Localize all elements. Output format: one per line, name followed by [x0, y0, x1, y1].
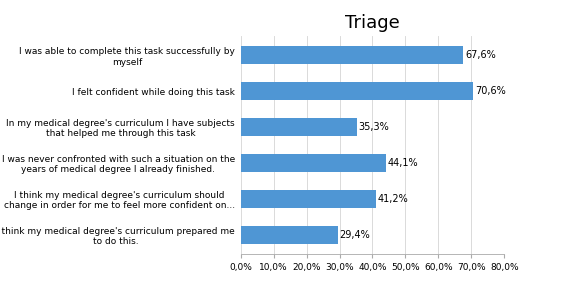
Bar [241, 190, 376, 208]
Bar [241, 118, 357, 136]
Text: 44,1%: 44,1% [387, 158, 418, 168]
Bar [241, 225, 337, 244]
Bar [241, 46, 464, 65]
Text: 70,6%: 70,6% [475, 86, 505, 96]
Title: Triage: Triage [345, 13, 400, 32]
Text: 35,3%: 35,3% [359, 122, 390, 132]
Text: 67,6%: 67,6% [465, 50, 496, 60]
Text: 41,2%: 41,2% [378, 194, 409, 204]
Text: 29,4%: 29,4% [339, 230, 370, 240]
Bar [241, 82, 473, 100]
Bar [241, 154, 386, 172]
